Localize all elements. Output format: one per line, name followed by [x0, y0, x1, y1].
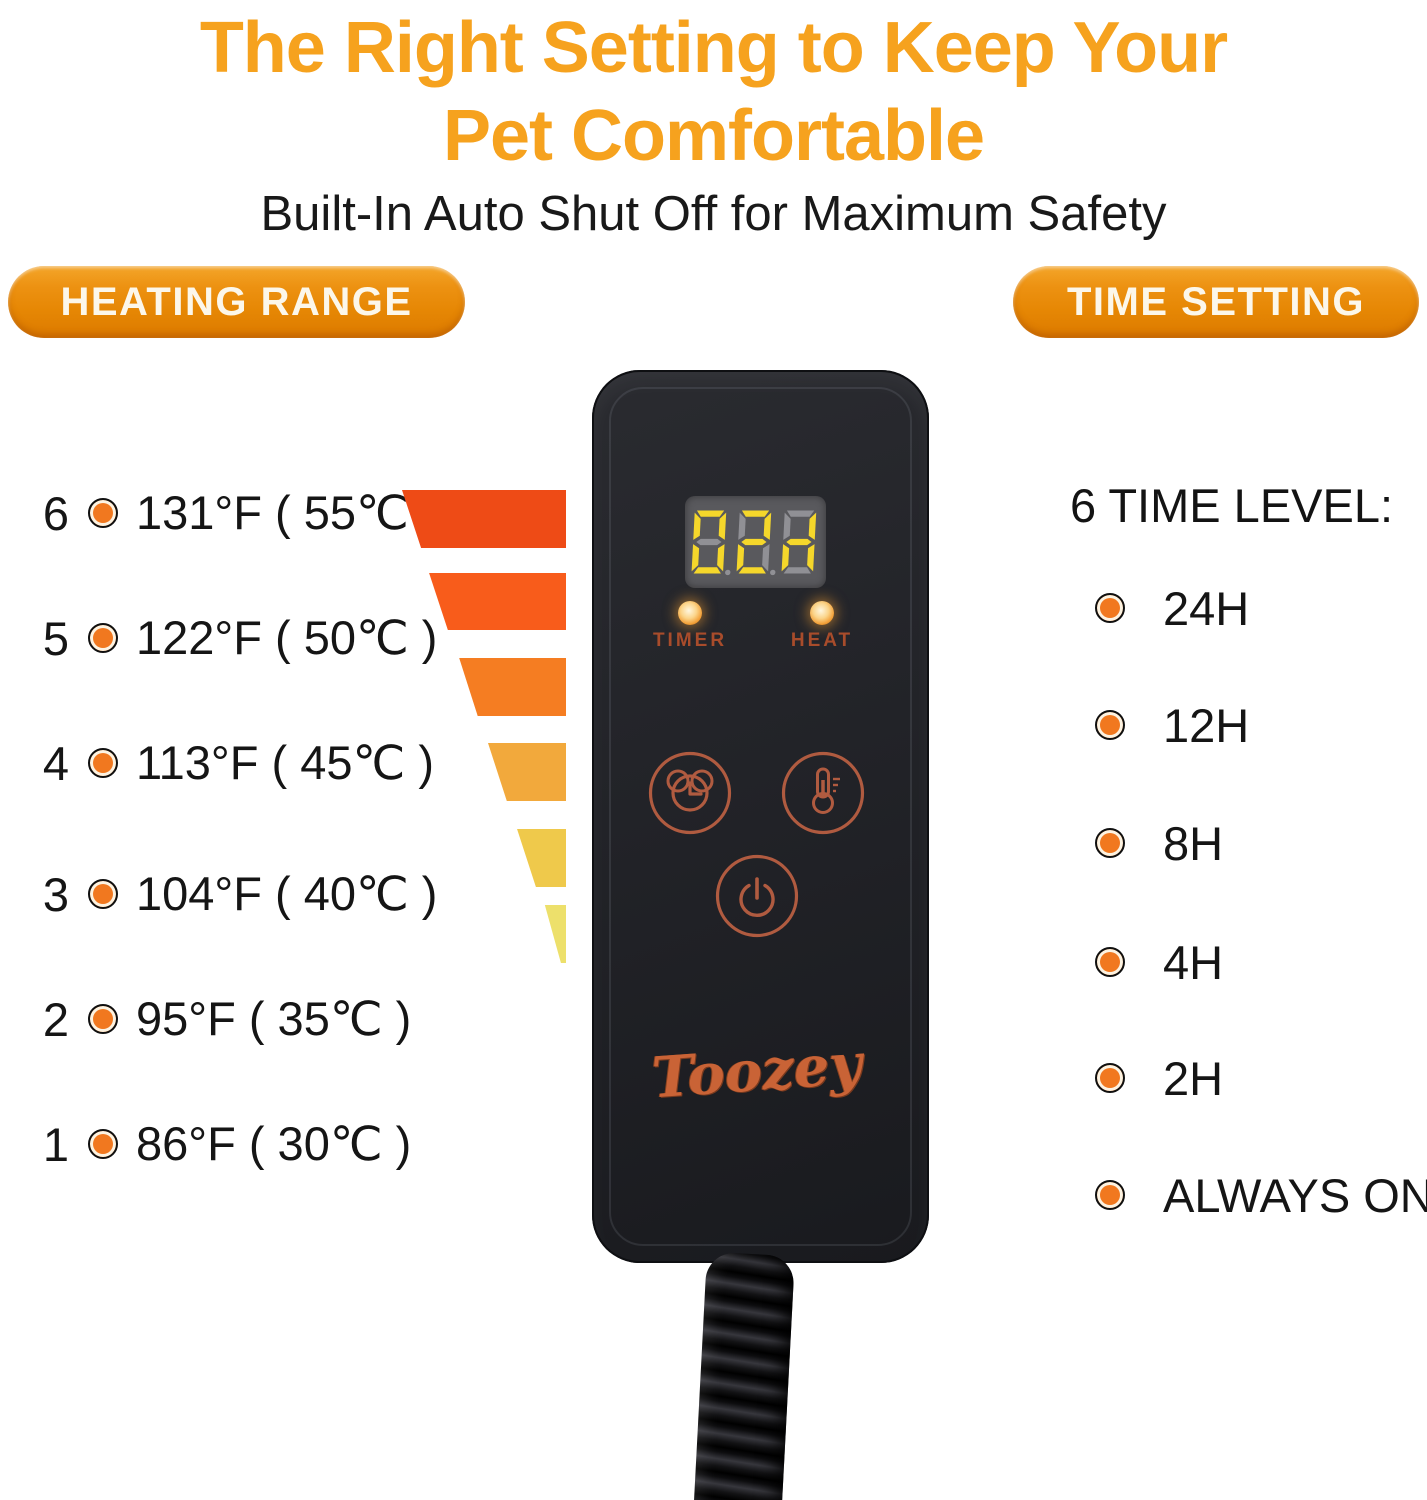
power-icon — [714, 854, 800, 942]
heat-funnel-segment — [401, 490, 566, 548]
heating-pad-controller: TIMER HEAT — [592, 370, 929, 1263]
page-title-line2: Pet Comfortable — [442, 96, 985, 176]
heating-level-row: 3 104°F ( 40℃ ) — [38, 864, 438, 924]
time-option-label: 8H — [1163, 816, 1224, 870]
heat-led-label: HEAT — [790, 630, 854, 651]
heat-funnel-segment — [544, 905, 566, 963]
time-option-row: 2H — [1095, 1048, 1223, 1108]
heating-level-row: 2 95°F ( 35℃ ) — [38, 989, 411, 1049]
level-temperature: 95°F ( 35℃ ) — [136, 992, 412, 1045]
level-temperature: 113°F ( 45℃ ) — [136, 736, 434, 789]
option-bullet-icon — [1095, 1063, 1125, 1093]
heating-level-row: 4 113°F ( 45℃ ) — [38, 733, 434, 793]
time-option-label: ALWAYS ON — [1163, 1168, 1427, 1222]
level-bullet-icon — [88, 498, 118, 528]
brand-logo: Toozey — [649, 1030, 864, 1112]
coiled-cable — [693, 1251, 795, 1500]
heat-funnel-segment — [488, 743, 566, 801]
display-digits — [688, 507, 824, 577]
heat-funnel-segment — [459, 658, 566, 716]
heating-range-badge: HEATING RANGE — [8, 266, 465, 338]
page-subtitle: Built-In Auto Shut Off for Maximum Safet… — [260, 187, 1167, 241]
option-bullet-icon — [1095, 710, 1125, 740]
heating-level-row: 5 122°F ( 50℃ ) — [38, 608, 438, 668]
level-number: 5 — [42, 611, 70, 665]
heating-level-row: 1 86°F ( 30℃ ) — [38, 1114, 411, 1174]
heating-level-row: 6 131°F ( 55℃ ) — [38, 483, 438, 543]
time-option-row: 12H — [1095, 695, 1249, 755]
time-option-row: ALWAYS ON — [1095, 1165, 1427, 1225]
time-option-row: 4H — [1095, 932, 1223, 992]
level-number: 3 — [42, 867, 70, 921]
timer-button[interactable] — [647, 750, 733, 836]
time-option-label: 12H — [1163, 698, 1250, 752]
temperature-button[interactable] — [780, 750, 866, 836]
timer-led-indicator — [678, 601, 702, 625]
level-bullet-icon — [88, 1129, 118, 1159]
power-button[interactable] — [714, 853, 800, 939]
level-number: 1 — [42, 1117, 70, 1171]
heat-led-indicator — [810, 601, 834, 625]
level-temperature: 131°F ( 55℃ ) — [136, 486, 438, 539]
option-bullet-icon — [1095, 593, 1125, 623]
led-display — [685, 496, 826, 588]
time-setting-badge: TIME SETTING — [1013, 266, 1419, 338]
level-bullet-icon — [88, 748, 118, 778]
level-bullet-icon — [88, 879, 118, 909]
level-bullet-icon — [88, 623, 118, 653]
time-level-heading: 6 TIME LEVEL: — [1070, 479, 1394, 532]
level-bullet-icon — [88, 1004, 118, 1034]
timer-led-label: TIMER — [652, 630, 728, 651]
option-bullet-icon — [1095, 1180, 1125, 1210]
level-temperature: 122°F ( 50℃ ) — [136, 611, 438, 664]
page-title-line1: The Right Setting to Keep Your — [199, 8, 1228, 88]
level-number: 2 — [42, 992, 70, 1046]
level-temperature: 104°F ( 40℃ ) — [136, 867, 438, 920]
thermometer-icon — [780, 751, 866, 839]
time-option-label: 4H — [1163, 935, 1224, 989]
alarm-clock-icon — [647, 751, 733, 839]
level-temperature: 86°F ( 30℃ ) — [136, 1117, 412, 1170]
option-bullet-icon — [1095, 828, 1125, 858]
time-option-label: 24H — [1163, 581, 1250, 635]
time-option-label: 2H — [1163, 1051, 1224, 1105]
time-option-row: 8H — [1095, 813, 1223, 873]
option-bullet-icon — [1095, 947, 1125, 977]
heat-funnel-segment — [429, 573, 566, 630]
time-option-row: 24H — [1095, 578, 1249, 638]
level-number: 4 — [42, 736, 70, 790]
level-number: 6 — [42, 486, 70, 540]
heat-funnel-segment — [517, 829, 566, 887]
